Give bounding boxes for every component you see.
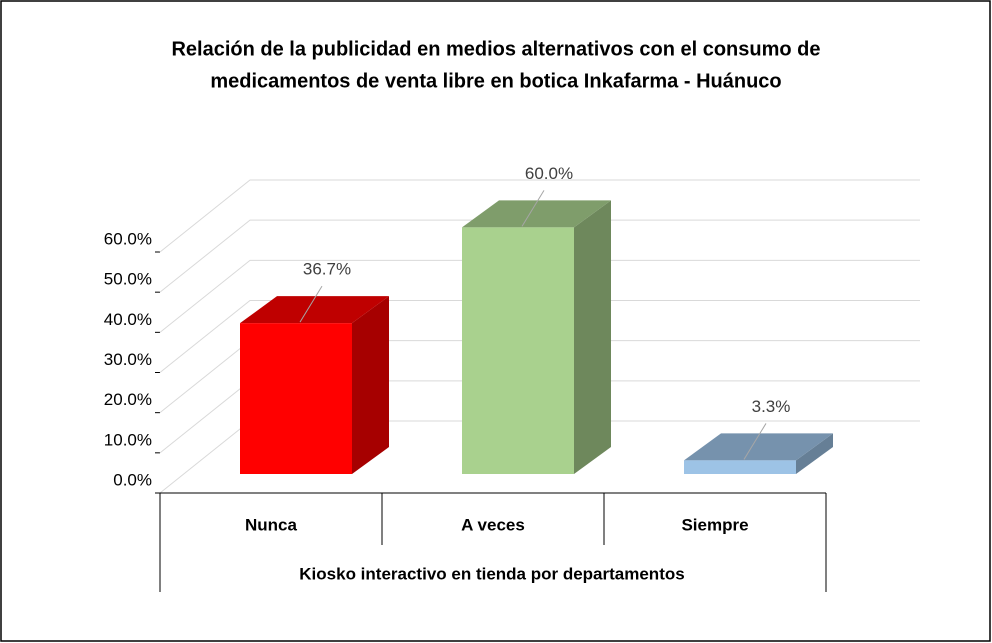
y-tick-label: 0.0% — [113, 470, 152, 489]
grid-line — [159, 219, 920, 293]
leader-line — [743, 423, 767, 460]
x-axis-title: Kiosko interactivo en tienda por departa… — [299, 564, 684, 583]
bar-side — [574, 200, 611, 474]
y-tick-label: 10.0% — [104, 430, 152, 449]
bar-top — [240, 296, 389, 324]
grid-line — [159, 300, 920, 373]
y-tick-label: 30.0% — [104, 350, 152, 369]
bar-side — [352, 296, 389, 474]
chart-title: medicamentos de venta libre en botica In… — [210, 70, 781, 92]
chart-title: Relación de la publicidad en medios alte… — [171, 38, 820, 60]
bar-front — [240, 323, 352, 474]
y-tick-label: 50.0% — [104, 270, 152, 289]
grid-line — [159, 259, 920, 333]
value-label: 36.7% — [303, 260, 351, 279]
leader-line — [299, 285, 323, 323]
bar — [462, 200, 611, 474]
bar-side — [796, 433, 833, 474]
bar-top — [684, 433, 833, 461]
x-tick-label: A veces — [461, 515, 525, 534]
bar-front — [684, 460, 796, 474]
y-tick-label: 60.0% — [104, 229, 152, 248]
y-tick-label: 40.0% — [104, 310, 152, 329]
x-tick-label: Siempre — [681, 515, 748, 534]
x-tick-label: Nunca — [245, 515, 298, 534]
bar — [684, 433, 833, 474]
value-label: 3.3% — [752, 397, 791, 416]
y-tick-label: 20.0% — [104, 390, 152, 409]
grid-line — [159, 179, 920, 253]
leader-line — [521, 190, 545, 227]
value-label: 60.0% — [525, 164, 573, 183]
bar-front — [462, 227, 574, 474]
bar — [240, 296, 389, 474]
bar-top — [462, 200, 611, 228]
